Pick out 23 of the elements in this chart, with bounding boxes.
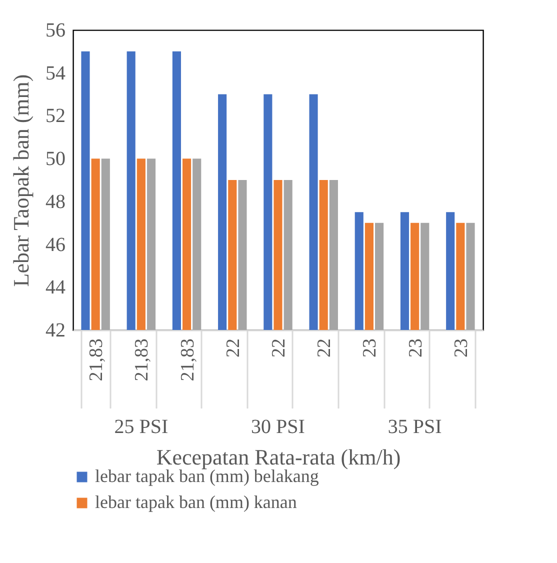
y-tick-label: 48 — [46, 190, 66, 213]
legend-label: lebar tapak ban (mm) kanan — [95, 492, 297, 512]
y-tick-label: 56 — [46, 20, 66, 42]
y-tick-label: 44 — [46, 276, 66, 299]
text: 30 PSI — [251, 416, 305, 438]
x-tick-label: 22 — [314, 338, 336, 358]
x-tick-label: 21,83 — [132, 338, 153, 382]
x-axis-title: Kecepatan Rata-rata (km/h) — [156, 444, 401, 470]
text: 25 PSI — [114, 416, 168, 438]
y-axis-title: Lebar Taopak ban (mm) — [8, 74, 34, 287]
x-tick-label: 23 — [450, 338, 472, 358]
x-tick-label: 21,83 — [177, 338, 198, 382]
y-tick-label: 42 — [46, 320, 66, 342]
x-tick-label: 22 — [268, 338, 290, 358]
text: 35 PSI — [388, 416, 442, 438]
y-tick-label: 54 — [46, 62, 66, 84]
y-tick-label: 52 — [46, 105, 66, 128]
x-tick-label: 21,83 — [86, 338, 108, 382]
x-tick-label: 23 — [360, 338, 381, 358]
x-tick-label: 23 — [405, 338, 426, 358]
y-tick-label: 46 — [46, 234, 66, 256]
y-tick-label: 50 — [46, 148, 66, 170]
x-tick-label: 22 — [222, 338, 244, 358]
